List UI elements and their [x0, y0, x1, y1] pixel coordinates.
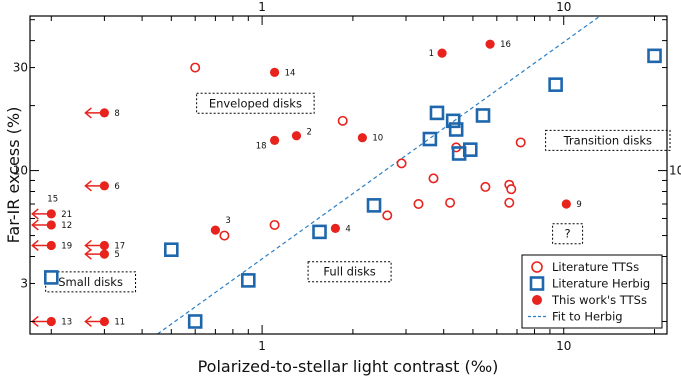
point-label: 16 — [500, 40, 511, 50]
literature-herbig-point — [422, 131, 438, 147]
this-work-tts-point — [269, 135, 280, 145]
this-work-tts-point — [485, 39, 495, 49]
literature-tts-point — [382, 210, 393, 221]
point-label: 12 — [61, 221, 72, 231]
upper-limit-arrowhead — [31, 239, 39, 252]
annotation-label: ? — [565, 227, 571, 241]
literature-herbig-point — [366, 198, 382, 213]
legend-label: Literature TTSs — [552, 260, 639, 274]
literature-herbig-point — [475, 108, 491, 123]
literature-tts-point — [396, 158, 407, 169]
annotation-label: Enveloped disks — [209, 96, 302, 110]
this-work-tts-point — [210, 225, 220, 235]
literature-herbig-point — [462, 142, 478, 157]
y-tick-label-right: 10 — [669, 164, 681, 178]
point-label: 6 — [114, 182, 119, 192]
point-label: 10 — [372, 134, 383, 144]
x-axis-label: Polarized-to-stellar light contrast (‰) — [198, 357, 499, 376]
y-tick-label: 10 — [13, 164, 28, 178]
literature-tts-point — [413, 199, 424, 210]
annotation-label: Small disks — [58, 275, 123, 289]
literature-herbig-point — [312, 224, 327, 240]
upper-limit-arrowhead — [31, 219, 39, 231]
this-work-tts-point — [46, 220, 56, 230]
plot-frame — [29, 15, 668, 335]
literature-herbig-point — [448, 122, 464, 137]
literature-tts-point — [506, 184, 517, 195]
literature-herbig-point — [548, 77, 563, 92]
this-work-tts-point — [437, 48, 447, 58]
upper-limit-arrowhead — [84, 180, 92, 192]
x-tick-label: 10 — [556, 339, 571, 353]
annotation-box — [552, 223, 584, 245]
upper-limit-arrowhead — [31, 208, 39, 220]
point-label: 4 — [345, 224, 350, 234]
literature-tts-point — [428, 173, 439, 184]
point-label: 5 — [114, 250, 119, 260]
legend-label: Fit to Herbig — [552, 310, 623, 324]
point-label: 14 — [285, 68, 296, 78]
legend-marker-open-circle — [531, 261, 543, 273]
point-label: 19 — [61, 241, 72, 251]
this-work-tts-point — [46, 240, 56, 251]
literature-herbig-point — [445, 113, 461, 129]
legend: Literature TTSs Literature Herbig This wor… — [521, 254, 663, 329]
point-label: 9 — [576, 200, 581, 210]
this-work-tts-point — [561, 199, 571, 209]
upper-limit-arrowhead — [84, 239, 92, 252]
point-label: 3 — [225, 216, 230, 226]
literature-herbig-point — [187, 314, 203, 329]
literature-tts-point — [515, 137, 526, 148]
annotation-label: Transition disks — [563, 133, 652, 147]
upper-limit-arrowhead — [84, 107, 92, 119]
legend-frame — [521, 254, 663, 329]
y-tick-label: 30 — [13, 61, 28, 75]
upper-limit-arrowhead — [84, 248, 92, 260]
upper-limit-arrowhead — [84, 315, 92, 328]
literature-tts-point — [445, 197, 456, 208]
literature-herbig-point — [164, 242, 179, 258]
annotation-box — [307, 261, 392, 283]
annotation-label: Full disks — [323, 265, 375, 279]
literature-tts-point — [219, 230, 230, 241]
point-label: 8 — [114, 109, 119, 119]
this-work-tts-point — [357, 133, 367, 143]
this-work-tts-point — [291, 131, 302, 141]
annotation-box — [196, 92, 315, 114]
literature-tts-point — [337, 115, 348, 126]
x-tick-label-top: 10 — [556, 0, 571, 14]
point-label: 18 — [256, 141, 267, 151]
point-label: 21 — [61, 210, 72, 220]
this-work-tts-point — [46, 209, 56, 219]
this-work-tts-point — [330, 223, 341, 233]
this-work-tts-point — [46, 316, 56, 327]
literature-tts-point — [269, 219, 280, 230]
legend-label: This work's TTSs — [551, 293, 647, 307]
legend-marker-open-square — [529, 276, 545, 291]
x-tick-label-top: 1 — [258, 0, 266, 14]
point-label: 11 — [114, 317, 125, 327]
literature-tts-point — [190, 62, 201, 73]
this-work-tts-point — [269, 67, 280, 77]
point-label: 17 — [114, 241, 125, 251]
literature-tts-point — [480, 181, 491, 192]
x-tick-label: 1 — [258, 339, 266, 353]
point-label: 2 — [306, 128, 311, 138]
legend-marker-filled-circle — [532, 295, 542, 305]
y-axis-label: Far-IR excess (%) — [4, 107, 23, 244]
literature-tts-point — [504, 197, 515, 208]
literature-herbig-point — [429, 105, 445, 121]
point-label: 1 — [429, 49, 434, 59]
literature-herbig-point — [241, 273, 256, 288]
legend-label: Literature Herbig — [552, 277, 650, 291]
point-label: 13 — [61, 317, 72, 327]
y-tick-label: 3 — [20, 276, 28, 290]
literature-herbig-point — [647, 48, 662, 64]
point-label: 15 — [47, 195, 58, 205]
literature-herbig-point — [43, 270, 59, 285]
